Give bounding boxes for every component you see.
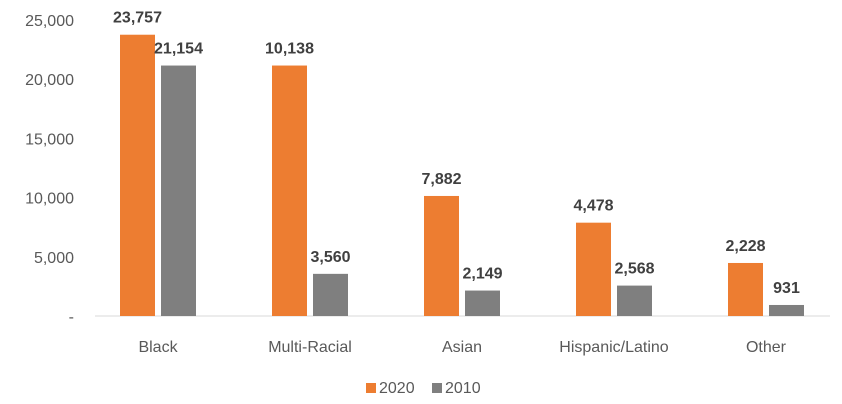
bar-2020-2 (424, 195, 459, 316)
y-tick-label: 10,000 (25, 191, 74, 208)
bar-2010-2 (465, 290, 500, 316)
y-tick-label: - (69, 309, 74, 326)
legend-swatch (366, 383, 376, 393)
data-label: 10,138 (265, 41, 314, 58)
data-labels: 23,757 21,154 10,138 3,560 7,882 2,149 4,478 2,… (113, 10, 800, 297)
bar-2010-0 (161, 65, 196, 316)
legend-label: 2020 (379, 380, 415, 397)
bar-2010-3 (617, 285, 652, 316)
category-labels: Black Multi-Racial Asian Hispanic/Latino Oth… (138, 339, 786, 356)
category-label: Black (138, 339, 178, 356)
legend: 2020 2010 (366, 380, 481, 397)
bar-2020-0 (120, 34, 155, 316)
bars (120, 34, 804, 316)
category-label: Asian (442, 339, 482, 356)
bar-2010-1 (313, 273, 348, 316)
bar-2020-3 (576, 222, 611, 316)
data-label: 931 (773, 280, 800, 297)
bar-2020-1 (272, 65, 307, 316)
data-label: 4,478 (573, 198, 613, 215)
data-label: 23,757 (113, 10, 162, 27)
y-tick-label: 15,000 (25, 131, 74, 148)
bar-2020-4 (728, 262, 763, 316)
data-label: 2,568 (614, 261, 654, 278)
y-tick-label: 5,000 (34, 250, 74, 267)
data-label: 2,228 (725, 238, 765, 255)
data-label: 21,154 (154, 41, 203, 58)
legend-label: 2010 (445, 380, 481, 397)
legend-swatch (432, 383, 442, 393)
bar-2010-4 (769, 304, 804, 316)
data-label: 3,560 (310, 249, 350, 266)
data-label: 7,882 (421, 171, 461, 188)
category-label: Other (746, 339, 787, 356)
y-tick-label: 25,000 (25, 13, 74, 30)
y-tick-label: 20,000 (25, 72, 74, 89)
category-label: Hispanic/Latino (559, 339, 669, 356)
y-axis-ticks: - 5,000 10,000 15,000 20,000 25,000 (25, 13, 74, 326)
category-label: Multi-Racial (268, 339, 352, 356)
data-label: 2,149 (462, 266, 502, 283)
